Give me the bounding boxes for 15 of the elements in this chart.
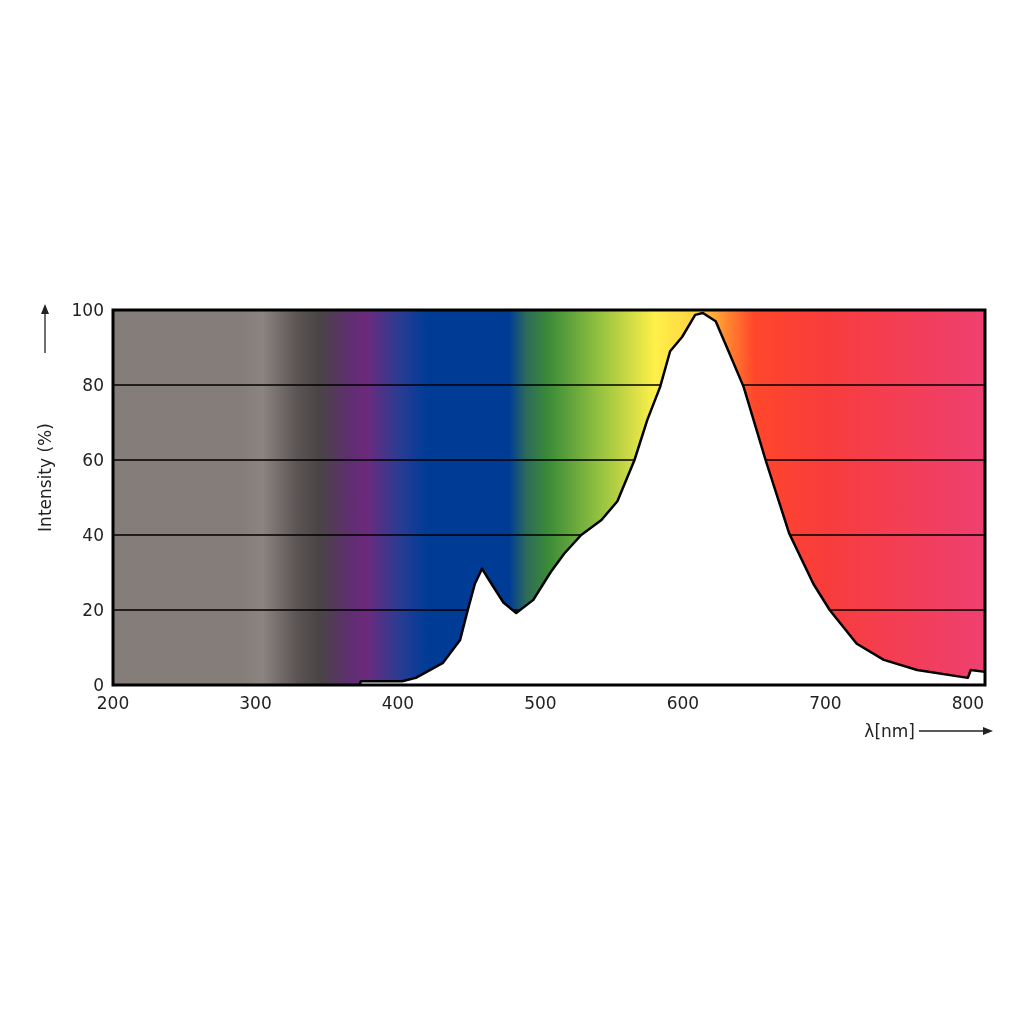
x-tick-label: 800 [951, 693, 985, 713]
y-tick-label: 60 [82, 450, 104, 470]
y-tick-label: 80 [82, 375, 104, 395]
x-tick-label: 200 [96, 693, 130, 713]
x-axis-title: λ[nm] [864, 721, 915, 741]
y-tick-label: 0 [93, 675, 104, 695]
y-tick-label: 20 [82, 600, 104, 620]
x-tick-label: 400 [381, 693, 415, 713]
x-tick-label: 500 [524, 693, 557, 713]
y-axis-title: Intensity (%) [35, 423, 55, 532]
y-tick-label: 40 [82, 525, 104, 545]
x-tick-label: 300 [239, 693, 272, 713]
y-tick-label: 100 [71, 300, 104, 320]
x-tick-label: 600 [666, 693, 700, 713]
x-tick-label: 700 [809, 693, 842, 713]
